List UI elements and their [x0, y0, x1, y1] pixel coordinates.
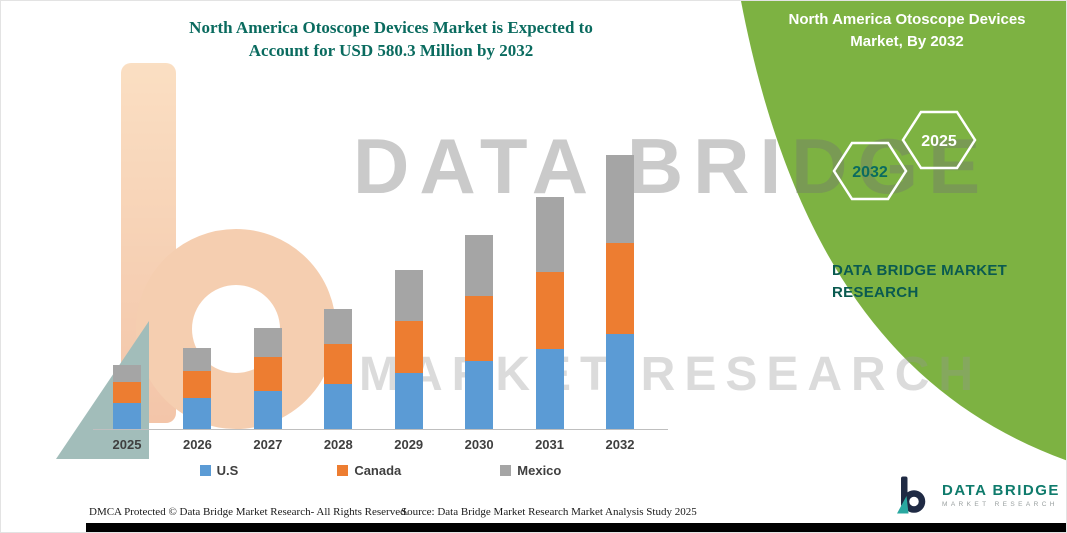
side-panel-title-line2: Market, By 2032 [850, 33, 964, 50]
bar-segment-canada-2031 [535, 272, 564, 349]
legend-label-canada: Canada [354, 463, 402, 478]
x-tick-2026: 2026 [182, 437, 212, 452]
bar-segment-us-2028 [324, 384, 353, 429]
x-axis-labels: 2025 2026 2027 2028 2029 2030 2031 2032 [93, 437, 668, 452]
side-panel-brand-text: DATA BRIDGE MARKET RESEARCH [832, 260, 1007, 304]
legend-swatch-mexico [500, 465, 512, 476]
year-hexagons: 2032 2025 [832, 110, 977, 201]
data-bridge-logo: DATA BRIDGE MARKET RESEARCH [894, 475, 1060, 515]
bar-stack-2029 [394, 270, 423, 429]
legend-label-mexico: Mexico [517, 463, 562, 478]
stacked-bar-chart: 2025 2026 2027 2028 2029 2030 2031 2032 U.S Cana… [93, 146, 668, 478]
chart-legend: U.S Canada Mexico [93, 463, 668, 478]
bar-segment-us-2031 [535, 349, 564, 429]
bar-segment-mexico-2030 [465, 235, 494, 296]
bar-segment-canada-2025 [113, 382, 141, 403]
chart-title: North America Otoscope Devices Market is… [61, 16, 721, 62]
x-tick-2030: 2030 [464, 437, 494, 452]
legend-item-mexico: Mexico [500, 463, 561, 478]
data-bridge-logo-icon [897, 476, 926, 514]
bar-stack-2027 [253, 328, 282, 429]
chart-plot-area [93, 146, 668, 429]
x-tick-2025: 2025 [112, 437, 142, 452]
chart-title-line1: North America Otoscope Devices Market is… [189, 18, 593, 37]
bottom-black-bar [86, 523, 1066, 532]
side-panel-brand-line2: RESEARCH [832, 284, 919, 301]
logo-brand-text: DATA BRIDGE [942, 482, 1060, 499]
bar-stack-2025 [113, 365, 141, 429]
legend-swatch-canada [337, 465, 349, 476]
bar-stack-2030 [465, 235, 494, 429]
legend-label-us: U.S [216, 463, 239, 478]
legend-item-canada: Canada [337, 463, 401, 478]
bar-segment-canada-2030 [465, 296, 494, 361]
x-tick-2029: 2029 [394, 437, 424, 452]
bar-stack-2032 [605, 155, 634, 429]
bar-segment-mexico-2031 [535, 197, 564, 272]
bar-segment-mexico-2028 [324, 309, 353, 344]
source-notice: Source: Data Bridge Market Research Mark… [401, 506, 697, 518]
chart-title-line2: Account for USD 580.3 Million by 2032 [248, 41, 534, 60]
bar-segment-mexico-2025 [113, 365, 141, 382]
x-tick-2032: 2032 [605, 437, 635, 452]
side-panel-title-line1: North America Otoscope Devices [788, 11, 1026, 28]
logo-text-block: DATA BRIDGE MARKET RESEARCH [942, 482, 1060, 508]
logo-icon-swoosh [897, 496, 909, 514]
x-tick-2027: 2027 [253, 437, 283, 452]
green-panel-path [741, 1, 1066, 461]
bar-stack-2028 [324, 309, 353, 429]
logo-icon-bowl [902, 490, 926, 513]
hexagon-2025-label: 2025 [921, 133, 957, 150]
bar-segment-us-2029 [394, 373, 423, 429]
bar-segment-canada-2028 [324, 344, 353, 384]
bar-segment-mexico-2027 [253, 328, 282, 357]
bar-segment-canada-2029 [394, 321, 423, 373]
bar-stack-2026 [183, 348, 212, 429]
bar-segment-canada-2032 [605, 243, 634, 334]
x-axis-line [93, 429, 668, 430]
bar-segment-canada-2026 [183, 371, 212, 398]
legend-item-us: U.S [199, 463, 239, 478]
bar-segment-us-2027 [253, 391, 282, 429]
legend-swatch-us [199, 465, 211, 476]
logo-tagline-text: MARKET RESEARCH [942, 501, 1058, 508]
side-panel-title: North America Otoscope Devices Market, B… [762, 9, 1052, 53]
dmca-notice: DMCA Protected © Data Bridge Market Rese… [89, 506, 409, 518]
bar-segment-us-2025 [113, 403, 141, 429]
bar-segment-mexico-2029 [394, 270, 423, 321]
x-tick-2028: 2028 [323, 437, 353, 452]
bar-stack-2031 [535, 197, 564, 429]
bar-segment-mexico-2026 [183, 348, 212, 371]
bar-segment-us-2030 [465, 361, 494, 429]
hexagon-2032-label: 2032 [852, 164, 888, 181]
side-panel-brand-line1: DATA BRIDGE MARKET [832, 262, 1008, 279]
bar-segment-us-2026 [183, 398, 212, 429]
bar-segment-mexico-2032 [605, 155, 634, 243]
bar-segment-canada-2027 [253, 357, 282, 391]
bar-segment-us-2032 [605, 334, 634, 429]
x-tick-2031: 2031 [535, 437, 564, 452]
